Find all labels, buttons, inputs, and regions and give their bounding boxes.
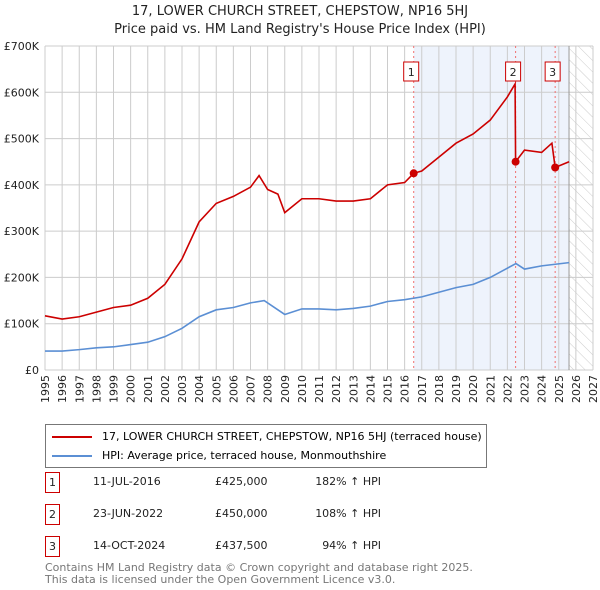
legend-property: 17, LOWER CHURCH STREET, CHEPSTOW, NP16 …: [102, 430, 482, 443]
sale-marker-label: 3: [549, 66, 556, 79]
x-tick-label: 2024: [536, 375, 549, 403]
sale-date: 11-JUL-2016: [93, 475, 161, 488]
x-tick-label: 2020: [467, 375, 480, 403]
x-tick-label: 2018: [433, 375, 446, 403]
y-tick-label: £300K: [4, 225, 40, 238]
chart-title: 17, LOWER CHURCH STREET, CHEPSTOW, NP16 …: [131, 4, 469, 19]
x-tick-label: 1995: [39, 375, 52, 403]
x-tick-label: 2000: [125, 375, 138, 403]
sale-marker-box: [544, 61, 561, 82]
sale-date: 14-OCT-2024: [93, 539, 166, 552]
sale-number: 2: [45, 504, 60, 525]
x-tick-label: 2005: [210, 375, 223, 403]
sale-marker-box: [505, 61, 522, 82]
forecast-hatch: [569, 46, 593, 370]
x-tick-label: 1998: [90, 375, 103, 403]
x-tick-label: 2026: [570, 375, 583, 403]
sale-row: 3 14-OCT-2024 £437,500 94% ↑ HPI: [45, 536, 445, 557]
x-tick-label: 2023: [519, 375, 532, 403]
sale-hpi: 182% ↑ HPI: [315, 475, 381, 488]
x-tick-label: 1999: [108, 375, 121, 403]
sale-hpi: 94% ↑ HPI: [322, 539, 381, 552]
x-tick-label: 2011: [313, 375, 326, 403]
sale-price: £450,000: [215, 507, 268, 520]
y-tick-label: £400K: [4, 179, 40, 192]
legend-swatch-hpi: [52, 454, 92, 457]
x-tick-label: 2015: [382, 375, 395, 403]
y-tick-label: £200K: [4, 271, 40, 284]
sale-price: £437,500: [215, 539, 268, 552]
x-tick-label: 2007: [245, 375, 258, 403]
footer-line: This data is licensed under the Open Gov…: [45, 573, 396, 586]
x-tick-label: 2006: [227, 375, 240, 403]
x-tick-label: 1997: [73, 375, 86, 403]
legend: 17, LOWER CHURCH STREET, CHEPSTOW, NP16 …: [45, 424, 487, 468]
footer-line: Contains HM Land Registry data © Crown c…: [45, 561, 473, 574]
sale-price: £425,000: [215, 475, 268, 488]
y-tick-label: £700K: [4, 40, 40, 53]
x-tick-label: 1996: [56, 375, 69, 403]
x-tick-label: 2017: [416, 375, 429, 403]
sale-number: 1: [45, 472, 60, 493]
hpi-line: [45, 261, 570, 352]
footer: Contains HM Land Registry data © Crown c…: [45, 562, 473, 586]
legend-hpi: HPI: Average price, terraced house, Monm…: [102, 449, 387, 462]
y-tick-label: £500K: [4, 133, 40, 146]
legend-swatch-property: [52, 435, 92, 438]
sale-point: [551, 163, 560, 172]
y-tick-label: £0: [25, 364, 39, 377]
x-tick-label: 2019: [450, 375, 463, 403]
y-tick-label: £600K: [4, 86, 40, 99]
x-tick-label: 2008: [262, 375, 275, 403]
y-tick-label: £100K: [4, 318, 40, 331]
x-tick-label: 2021: [484, 375, 497, 403]
x-tick-label: 2001: [142, 375, 155, 403]
x-tick-label: 2025: [553, 375, 566, 403]
x-tick-label: 2004: [193, 375, 206, 403]
x-tick-label: 2016: [399, 375, 412, 403]
property-price-line: [44, 81, 570, 320]
chart-subtitle: Price paid vs. HM Land Registry's House …: [114, 22, 486, 37]
sale-marker-label: 1: [408, 66, 415, 79]
x-tick-label: 2003: [176, 375, 189, 403]
x-tick-label: 2014: [364, 375, 377, 403]
sale-hpi: 108% ↑ HPI: [315, 507, 381, 520]
x-tick-label: 2002: [159, 375, 172, 403]
x-tick-label: 2027: [587, 375, 600, 403]
price-chart: 1995 1996 1997 1998 1999 2000 2001 2002 2003 2004…: [4, 40, 600, 403]
sales-period-shading: [413, 46, 570, 370]
x-tick-label: 2010: [296, 375, 309, 403]
sale-number: 3: [45, 536, 60, 557]
x-tick-label: 2009: [279, 375, 292, 403]
x-tick-label: 2022: [501, 375, 514, 403]
x-tick-label: 2013: [347, 375, 360, 403]
sale-row: 2 23-JUN-2022 £450,000 108% ↑ HPI: [45, 504, 445, 525]
x-tick-label: 2012: [330, 375, 343, 403]
sale-row: 1 11-JUL-2016 £425,000 182% ↑ HPI: [45, 472, 445, 493]
sale-marker-box: [403, 61, 420, 82]
sale-marker-label: 2: [510, 66, 517, 79]
sale-point: [409, 169, 418, 178]
sale-point: [511, 157, 520, 166]
sale-date: 23-JUN-2022: [93, 507, 164, 520]
